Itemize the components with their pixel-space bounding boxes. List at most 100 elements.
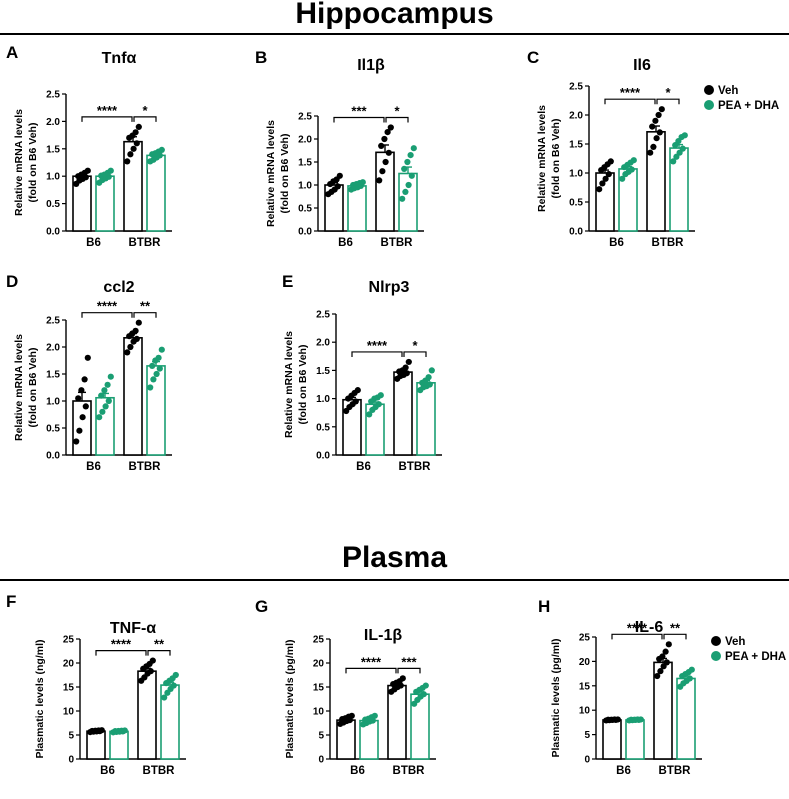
data-point [637,716,644,723]
data-point [385,149,392,156]
data-point [387,124,394,131]
y-axis-label: (fold on B6 Veh) [279,134,291,214]
data-point [366,411,373,418]
y-tick-label: 1.0 [46,397,60,408]
y-tick-label: 2.0 [298,135,312,146]
chart-title: Nlrp3 [369,279,410,296]
data-point [81,376,88,383]
significance-label: **** [97,299,118,314]
y-tick-label: 2.0 [569,111,583,122]
data-point [352,398,359,405]
y-tick-label: 20 [63,659,75,670]
data-point [402,364,409,371]
data-point [402,188,409,195]
data-point [127,343,134,351]
y-tick-label: 25 [63,635,75,646]
panel-letter-g: G [255,597,268,616]
y-axis-label: (fold on B6 Veh) [550,119,562,199]
data-point [150,376,157,383]
data-point [376,177,383,184]
y-tick-label: 10 [63,707,75,718]
data-point [104,381,111,388]
data-point [132,327,139,334]
y-axis-label: Relative mRNA levels [13,109,25,216]
y-tick-label: 0 [584,755,590,766]
y-tick-label: 0 [318,755,324,766]
y-tick-label: 15 [313,683,325,694]
data-point [348,712,355,719]
x-tick-label: B6 [609,237,624,249]
significance-bracket [333,116,385,123]
data-point [650,143,657,150]
chart-title: TNF-α [110,620,156,637]
data-point [656,129,663,136]
x-tick-label: B6 [86,461,101,473]
data-point [659,653,666,660]
panel-letter-a: A [6,43,18,62]
panel-letter-d: D [6,272,18,291]
x-tick-label: B6 [86,237,101,249]
significance-label: * [412,338,418,353]
y-tick-label: 0.0 [298,227,312,238]
significance-label: *** [401,654,417,669]
data-point [99,408,106,415]
data-point [149,657,156,664]
y-tick-label: 20 [579,657,591,668]
significance-bracket [81,116,133,122]
data-point [607,158,614,165]
y-tick-label: 10 [313,707,325,718]
x-tick-label: B6 [338,237,353,249]
y-axis-label: Relative mRNA levels [536,105,548,212]
data-point [107,167,114,174]
significance-bracket [385,116,409,123]
y-axis-label: Relative mRNA levels [13,334,25,441]
bar-btbr-pea-dha [676,677,696,760]
y-tick-label: 15 [63,683,75,694]
y-axis-label: Plasmatic levels (pg/ml) [284,639,296,758]
y-axis-label: Relative mRNA levels [283,331,295,438]
significance-label: **** [111,637,132,652]
data-point [688,666,695,673]
data-point [403,370,410,377]
data-point [153,370,160,378]
y-tick-label: 2.0 [46,117,60,128]
data-point [334,183,341,190]
chart-title: Il1β [357,57,385,74]
bar-b6-veh [86,730,106,760]
data-point [655,111,662,119]
y-tick-label: 2.0 [316,338,330,349]
data-point [665,641,672,648]
data-point [599,180,606,187]
data-point [619,175,626,182]
data-point [405,358,412,366]
data-point [426,381,433,388]
data-point [399,195,406,202]
data-point [155,354,162,361]
data-point [686,675,693,682]
significance-bracket [147,650,171,656]
data-point [147,384,154,391]
significance-label: ** [154,637,165,652]
significance-bracket [663,633,687,640]
y-tick-label: 0.5 [569,198,583,209]
y-tick-label: 25 [313,635,325,646]
chart-title: ccl2 [103,279,134,296]
section-rule-hippocampus [0,33,789,35]
legend-label: PEA + DHA [718,100,779,112]
data-point [614,716,621,723]
data-point [405,181,412,189]
y-tick-label: 1.5 [569,140,583,151]
y-tick-label: 25 [579,633,591,644]
chart-panel-h: H IL-6 0 5 10 15 20 25 Plasmatic levels (pg/ml) B… [538,597,786,777]
data-point [422,682,429,689]
y-tick-label: 1.5 [316,366,330,377]
data-point [653,135,660,142]
data-point [75,395,82,402]
data-point [84,167,91,174]
chart-title: Tnfα [102,50,137,67]
bar-btbr-veh [393,371,413,456]
significance-label: **** [367,338,388,353]
x-tick-label: B6 [356,461,371,473]
significance-bracket [345,667,397,674]
data-point [78,387,85,394]
